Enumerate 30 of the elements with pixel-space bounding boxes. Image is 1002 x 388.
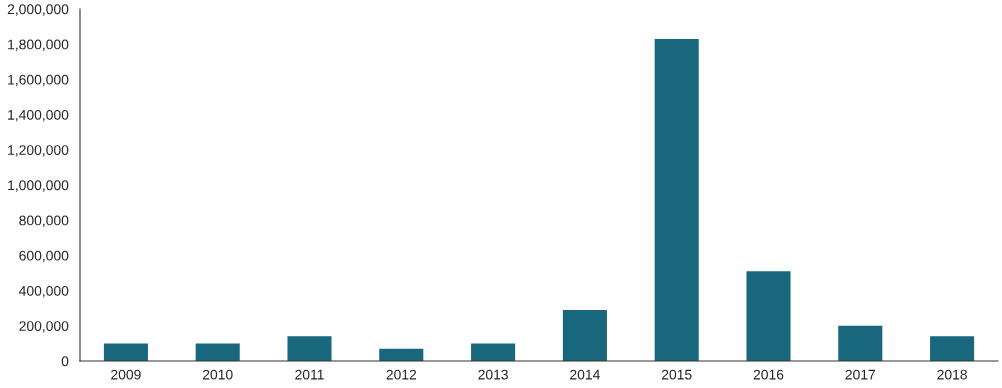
x-tick-label: 2011 (295, 369, 324, 380)
y-tick-label: 1,000,000 (8, 180, 69, 192)
bar (654, 38, 699, 361)
bar (287, 336, 332, 361)
y-tick-label: 1,600,000 (8, 74, 69, 87)
x-tick-label: 2015 (661, 369, 692, 380)
bar (746, 271, 791, 361)
y-tick-label: 800,000 (19, 215, 69, 228)
bar (838, 325, 883, 361)
x-tick-label: 2010 (202, 369, 233, 380)
y-tick-label: 400,000 (19, 285, 69, 298)
y-tick-label: 1,400,000 (8, 109, 69, 122)
y-tick-label: 1,800,000 (8, 39, 69, 52)
x-tick-label: 2016 (753, 369, 784, 380)
x-tick-label: 2018 (937, 369, 967, 380)
x-tick-label: 2014 (570, 369, 600, 380)
y-tick-label: 1,200,000 (8, 145, 69, 157)
bar (103, 343, 148, 361)
x-tick-label: 2017 (845, 369, 876, 380)
y-tick-label: 200,000 (19, 321, 69, 333)
y-tick-label: 2,000,000 (7, 4, 69, 16)
y-tick-label: 600,000 (19, 250, 69, 263)
y-tick-label: 0 (61, 356, 69, 367)
bar (195, 343, 240, 361)
x-tick-label: 2013 (478, 369, 508, 380)
x-tick-label: 2009 (111, 369, 141, 380)
bar (562, 309, 607, 361)
bar (930, 336, 975, 361)
x-tick-label: 2012 (386, 369, 417, 380)
bar (471, 343, 516, 361)
